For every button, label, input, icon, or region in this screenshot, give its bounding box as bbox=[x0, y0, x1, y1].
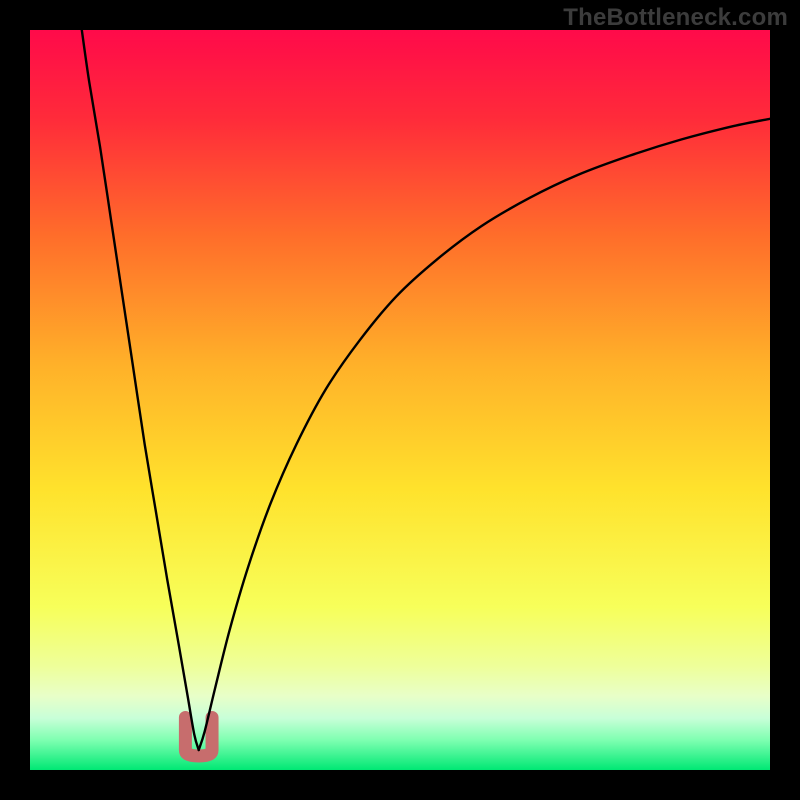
bottleneck-chart bbox=[0, 0, 800, 800]
watermark-text: TheBottleneck.com bbox=[563, 4, 788, 32]
figure-container: { "meta": { "source_watermark": "TheBott… bbox=[0, 0, 800, 800]
gradient-background bbox=[30, 30, 770, 770]
